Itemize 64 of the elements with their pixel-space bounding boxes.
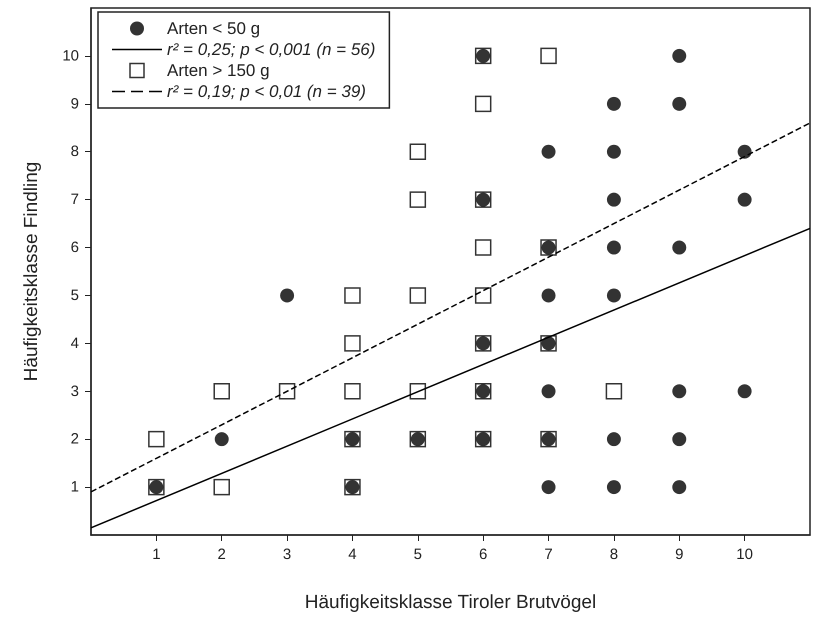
point: [213, 383, 230, 400]
point: [542, 288, 556, 302]
y-tick-label: 2: [70, 430, 79, 448]
point: [148, 430, 165, 448]
point: [672, 96, 686, 111]
legend-label: Arten > 150 g: [167, 61, 270, 80]
point: [672, 480, 686, 494]
point: [606, 144, 621, 159]
y-tick-label: 7: [70, 191, 79, 208]
point: [606, 192, 621, 207]
point: [738, 144, 752, 159]
point: [280, 288, 294, 302]
x-axis-title: Häufigkeitsklasse Tiroler Brutvögel: [304, 592, 596, 613]
point: [410, 287, 426, 304]
y-tick-label: 3: [70, 382, 79, 400]
y-tick-label: 5: [70, 286, 79, 304]
legend-label: r² = 0,25; p < 0,001 (n = 56): [167, 40, 376, 59]
y-tick-label: 10: [62, 47, 79, 64]
point: [542, 144, 556, 159]
point: [474, 96, 492, 112]
x-tick-label: 4: [348, 546, 357, 563]
point: [738, 192, 752, 207]
legend-label: Arten < 50 g: [167, 19, 260, 38]
point: [606, 96, 621, 111]
y-tick-label: 6: [70, 239, 79, 256]
point: [606, 383, 622, 400]
y-tick-label: 1: [70, 478, 79, 496]
point: [672, 432, 686, 446]
x-tick-label: 7: [544, 546, 553, 563]
x-tick-label: 5: [414, 546, 422, 563]
point: [410, 143, 426, 160]
point: [738, 384, 752, 398]
legend-label: r² = 0,19; p < 0,01 (n = 39): [167, 82, 366, 101]
x-tick-label: 8: [610, 546, 618, 563]
point: [672, 240, 686, 255]
y-tick-label: 9: [70, 95, 79, 112]
point: [542, 480, 556, 494]
x-tick-label: 10: [736, 546, 753, 563]
x-tick-label: 9: [675, 546, 684, 563]
point: [474, 287, 492, 304]
point: [344, 383, 361, 400]
point: [672, 384, 686, 398]
point: [606, 240, 621, 255]
point: [214, 432, 229, 446]
x-tick-label: 2: [218, 546, 226, 563]
point: [606, 288, 621, 302]
point: [410, 383, 426, 400]
y-tick-label: 4: [70, 334, 79, 352]
x-tick-label: 1: [152, 546, 161, 563]
point: [540, 48, 557, 64]
y-tick-label: 8: [70, 143, 79, 160]
point: [542, 384, 556, 398]
point: [344, 335, 361, 352]
x-tick-label: 3: [282, 546, 292, 563]
point: [410, 191, 426, 208]
point: [606, 432, 621, 446]
point: [606, 480, 621, 494]
point: [278, 383, 296, 400]
point: [672, 48, 686, 63]
x-tick-label: 6: [479, 546, 488, 563]
point: [213, 478, 230, 496]
y-axis-title: Häufigkeitsklasse Findling: [21, 162, 42, 382]
point: [474, 239, 492, 256]
point: [344, 287, 361, 304]
